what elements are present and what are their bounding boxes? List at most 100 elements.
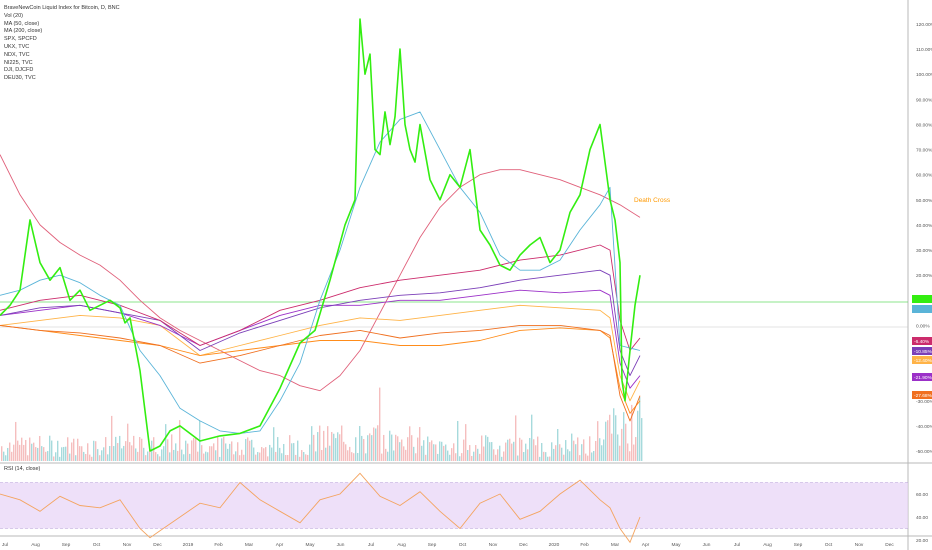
volume-bar	[531, 414, 533, 461]
volume-bar	[211, 446, 213, 461]
volume-bar	[259, 452, 261, 461]
volume-bar	[37, 447, 39, 461]
volume-bar	[29, 437, 31, 461]
volume-bar	[403, 446, 405, 461]
volume-bar	[97, 449, 99, 461]
volume-bar	[167, 439, 169, 461]
volume-bar	[423, 440, 425, 461]
volume-bar	[177, 450, 179, 461]
volume-bar	[229, 443, 231, 461]
volume-bar	[599, 438, 601, 461]
volume-bar	[209, 446, 211, 461]
volume-bar	[613, 408, 615, 461]
volume-bar	[401, 439, 403, 461]
volume-bar	[479, 453, 481, 461]
volume-bar	[431, 440, 433, 461]
volume-bar	[595, 440, 597, 461]
volume-bar	[221, 438, 223, 461]
volume-bar	[193, 437, 195, 461]
time-tick-label: Dec	[153, 542, 162, 548]
volume-bar	[7, 447, 9, 461]
volume-bar	[129, 442, 131, 461]
volume-bar	[495, 454, 497, 461]
volume-bar	[293, 443, 295, 461]
volume-bar	[545, 452, 547, 461]
price-tick-label: 120.00%	[916, 22, 932, 28]
volume-bar	[295, 454, 297, 461]
volume-bar	[449, 454, 451, 461]
rsi-tick-label: 40.00	[916, 515, 928, 521]
volume-bar	[11, 451, 13, 461]
volume-bar	[639, 397, 641, 461]
volume-bar	[433, 444, 435, 461]
volume-bar	[383, 434, 385, 461]
price-badge	[912, 295, 932, 303]
legend-item: NI225, TVC	[4, 59, 33, 66]
time-tick-label: Oct	[459, 542, 467, 548]
legend-item: MA (50, close)	[4, 20, 40, 27]
volume-bar	[387, 451, 389, 461]
volume-bar	[467, 450, 469, 461]
volume-bar	[535, 445, 537, 461]
volume-bar	[249, 440, 251, 461]
volume-bar	[165, 424, 167, 461]
volume-bar	[331, 431, 333, 461]
volume-bar	[321, 449, 323, 461]
volume-bar	[425, 454, 427, 461]
volume-bar	[635, 437, 637, 461]
volume-bar	[149, 449, 151, 461]
volume-bar	[163, 446, 165, 461]
volume-bar	[175, 443, 177, 461]
volume-bar	[275, 451, 277, 461]
volume-bar	[355, 437, 357, 461]
volume-bar	[571, 433, 573, 461]
volume-bar	[435, 444, 437, 461]
volume-bar	[309, 444, 311, 461]
volume-bar	[511, 443, 513, 461]
volume-bar	[513, 441, 515, 461]
volume-bar	[217, 435, 219, 461]
volume-bar	[619, 445, 621, 461]
volume-bar	[429, 442, 431, 461]
volume-bar	[437, 453, 439, 461]
time-tick-label: Jul	[2, 542, 8, 548]
volume-bar	[71, 442, 73, 461]
volume-bar	[487, 436, 489, 461]
price-badge	[912, 391, 932, 399]
volume-bar	[1, 446, 3, 461]
volume-bar	[621, 428, 623, 461]
volume-bar	[503, 451, 505, 461]
volume-bar	[497, 449, 499, 461]
price-tick-label: 80.00%	[916, 122, 932, 128]
volume-bar	[365, 453, 367, 461]
volume-bar	[507, 439, 509, 461]
volume-bar	[397, 436, 399, 461]
volume-bar	[411, 435, 413, 461]
volume-bar	[25, 439, 27, 461]
volume-bar	[281, 453, 283, 461]
volume-bar	[171, 434, 173, 461]
volume-bar	[427, 436, 429, 461]
volume-bar	[501, 456, 503, 461]
volume-bar	[505, 442, 507, 461]
volume-bar	[557, 429, 559, 461]
volume-bar	[213, 443, 215, 461]
volume-bar	[547, 456, 549, 461]
price-tick-label: 60.00%	[916, 173, 932, 179]
volume-bar	[521, 439, 523, 461]
volume-bar	[251, 439, 253, 461]
volume-bar	[555, 445, 557, 461]
volume-bar	[139, 437, 141, 461]
price-badge-label: -10.85%	[914, 349, 932, 355]
volume-bar	[13, 444, 15, 461]
volume-bar	[629, 451, 631, 461]
time-tick-label: Jun	[703, 542, 711, 548]
volume-bar	[273, 427, 275, 461]
volume-bar	[361, 435, 363, 461]
volume-bar	[277, 437, 279, 461]
price-tick-label: 0.00%	[916, 323, 930, 329]
volume-bar	[413, 446, 415, 461]
legend-item: NDX, TVC	[4, 51, 30, 58]
series-line-ma200	[0, 154, 641, 392]
volume-bar	[303, 452, 305, 461]
